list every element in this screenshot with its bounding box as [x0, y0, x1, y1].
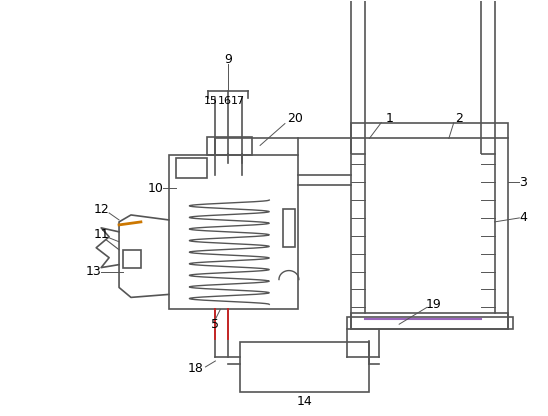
Text: 1: 1 — [385, 112, 393, 125]
Text: 18: 18 — [187, 362, 203, 375]
Text: 20: 20 — [287, 112, 303, 125]
Bar — [346, 317, 513, 329]
Text: 2: 2 — [455, 112, 463, 125]
Bar — [176, 158, 208, 178]
Text: 9: 9 — [224, 52, 232, 65]
Text: 17: 17 — [231, 96, 246, 106]
Text: 15: 15 — [203, 96, 218, 106]
Text: 5: 5 — [212, 318, 219, 331]
Bar — [351, 0, 366, 154]
Text: 19: 19 — [426, 298, 442, 311]
Bar — [481, 0, 494, 154]
Text: 14: 14 — [297, 395, 313, 408]
Text: 12: 12 — [93, 203, 109, 216]
Bar — [169, 155, 298, 310]
Text: 3: 3 — [520, 176, 527, 189]
Bar — [283, 209, 295, 247]
Text: 4: 4 — [520, 211, 527, 225]
Text: 16: 16 — [218, 96, 231, 106]
Text: 13: 13 — [85, 265, 101, 278]
Bar — [351, 313, 509, 329]
Bar — [240, 342, 369, 392]
Text: 11: 11 — [93, 228, 109, 241]
Bar — [351, 123, 509, 139]
Text: 10: 10 — [148, 182, 164, 195]
Bar — [208, 137, 252, 155]
Bar — [123, 250, 141, 267]
